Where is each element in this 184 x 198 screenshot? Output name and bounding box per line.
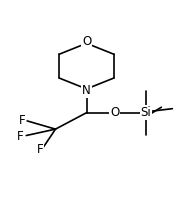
Text: F: F [18, 113, 25, 127]
Text: Si: Si [141, 106, 151, 119]
Text: F: F [17, 130, 23, 143]
Text: O: O [82, 35, 91, 48]
Text: F: F [37, 143, 43, 156]
Text: O: O [110, 106, 119, 119]
Text: N: N [82, 84, 91, 97]
